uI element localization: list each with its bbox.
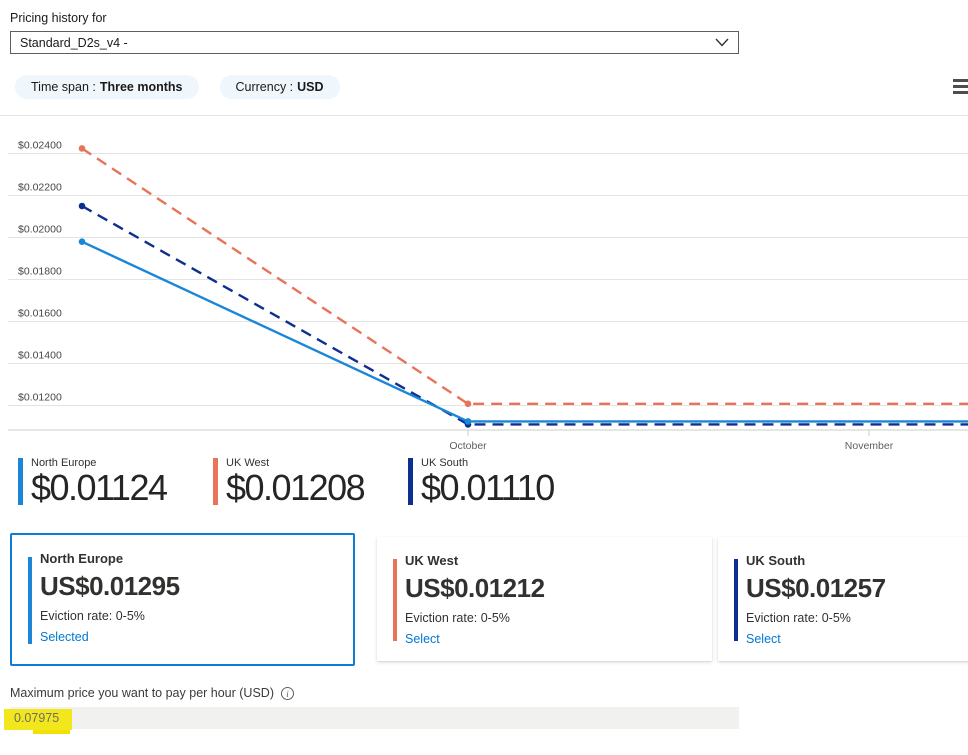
time-span-label: Time span : [31,80,96,94]
card-accent-bar [393,559,397,641]
card-accent-bar [28,557,32,644]
max-price-label: Maximum price you want to pay per hour (… [10,686,274,700]
card-price: US$0.01257 [746,573,886,603]
card-eviction-rate: Eviction rate: 0-5% [40,609,145,623]
legend-price-value: $0.01208 [226,467,366,508]
legend-price-value: $0.01124 [31,467,168,508]
chevron-down-icon [715,38,729,47]
card-select-link[interactable]: Select [405,632,440,646]
time-span-filter[interactable]: Time span : Three months [15,75,199,99]
card-select-link[interactable]: Select [746,632,781,646]
legend-color-bar [408,458,413,505]
card-eviction-rate: Eviction rate: 0-5% [746,611,851,625]
highlight-annotation-tail [33,730,70,734]
max-price-label-row: Maximum price you want to pay per hour (… [10,686,294,700]
region-card-uk-west[interactable]: UK West US$0.01212 Eviction rate: 0-5% S… [377,537,712,661]
highlight-annotation [4,709,72,730]
chart-legend: North Europe $0.01124 UK West $0.01208 U… [0,455,968,510]
region-card-north-europe[interactable]: North Europe US$0.01295 Eviction rate: 0… [10,533,355,666]
svg-text:$0.01800: $0.01800 [18,266,62,278]
legend-color-bar [213,458,218,505]
svg-text:$0.01400: $0.01400 [18,350,62,362]
card-region-name: UK West [405,553,459,568]
legend-item-uk-south: UK South $0.01110 [408,455,555,508]
svg-text:$0.02400: $0.02400 [18,140,62,152]
region-card-uk-south[interactable]: UK South US$0.01257 Eviction rate: 0-5% … [718,537,968,661]
card-region-name: North Europe [40,551,124,566]
divider [0,115,968,116]
max-price-value: 0.07975 [14,711,60,725]
svg-text:November: November [845,440,894,452]
card-select-link[interactable]: Selected [40,630,89,644]
card-eviction-rate: Eviction rate: 0-5% [405,611,510,625]
card-price: US$0.01295 [40,571,180,601]
filter-pills: Time span : Three months Currency : USD [15,75,340,99]
legend-item-north-europe: North Europe $0.01124 [18,455,168,508]
currency-label: Currency : [235,80,294,94]
svg-text:$0.02000: $0.02000 [18,224,62,236]
svg-text:$0.02200: $0.02200 [18,182,62,194]
legend-region-name: UK West [226,457,270,469]
max-price-input[interactable]: 0.07975 [4,707,739,734]
legend-item-uk-west: UK West $0.01208 [213,455,366,508]
currency-value: USD [297,80,324,94]
currency-filter[interactable]: Currency : USD [219,75,340,99]
vm-size-dropdown[interactable]: Standard_D2s_v4 - [10,31,739,54]
legend-region-name: North Europe [31,457,97,469]
svg-text:$0.01600: $0.01600 [18,308,62,320]
price-history-chart: $0.02400 $0.02200 $0.02000 $0.01800 $0.01600… [8,140,968,452]
legend-region-name: UK South [421,457,469,469]
vm-size-dropdown-value: Standard_D2s_v4 - [20,35,128,50]
svg-text:October: October [449,440,487,452]
pricing-history-label: Pricing history for [10,11,107,25]
info-icon[interactable]: i [280,686,294,700]
card-region-name: UK South [746,553,806,568]
card-accent-bar [734,559,738,641]
legend-price-value: $0.01110 [421,467,555,508]
time-span-value: Three months [99,80,183,94]
chart-context-menu-icon[interactable] [953,79,968,95]
card-price: US$0.01212 [405,573,545,603]
legend-color-bar [18,458,23,505]
svg-text:$0.01200: $0.01200 [18,392,62,404]
